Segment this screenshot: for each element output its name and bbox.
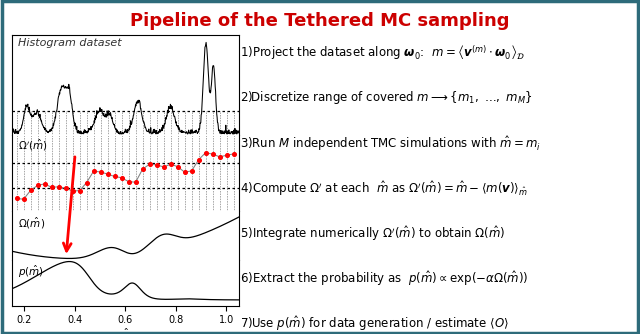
Text: 5)Integrate numerically $\Omega'(\hat{m})$ to obtain $\Omega(\hat{m})$: 5)Integrate numerically $\Omega'(\hat{m}… <box>240 224 506 243</box>
Text: 6)Extract the probability as  $p(\hat{m}) \propto \exp(-\alpha\Omega(\hat{m}))$: 6)Extract the probability as $p(\hat{m})… <box>240 269 529 288</box>
Point <box>152 162 162 168</box>
Point <box>207 152 218 157</box>
Point <box>200 150 211 155</box>
Text: 3)Run $M$ independent TMC simulations with $\hat{m} = m_i$: 3)Run $M$ independent TMC simulations wi… <box>240 134 541 153</box>
Point <box>193 157 204 162</box>
Text: Pipeline of the Tethered MC sampling: Pipeline of the Tethered MC sampling <box>131 12 509 30</box>
Point <box>95 169 106 175</box>
Point <box>159 164 169 170</box>
Point <box>186 168 196 174</box>
Point <box>145 161 155 167</box>
Point <box>228 151 239 157</box>
Point <box>74 188 84 193</box>
Point <box>81 180 92 185</box>
Text: 4)Compute $\Omega'$ at each  $\hat{m}$ as $\Omega'(\hat{m}) = \hat{m} - \langle : 4)Compute $\Omega'$ at each $\hat{m}$ as… <box>240 179 528 198</box>
Point <box>40 181 50 186</box>
Text: $p(\hat{m})$: $p(\hat{m})$ <box>19 263 44 280</box>
Point <box>102 171 113 177</box>
X-axis label: $\hat{m}$: $\hat{m}$ <box>119 327 131 334</box>
Point <box>180 170 190 175</box>
Text: 1)Project the dataset along $\boldsymbol{\omega}_0$:  $m = \left\langle \boldsym: 1)Project the dataset along $\boldsymbol… <box>240 43 525 62</box>
Point <box>109 174 120 179</box>
Point <box>116 175 127 180</box>
Point <box>124 179 134 184</box>
Point <box>138 166 148 172</box>
Point <box>54 184 64 189</box>
Point <box>166 162 176 167</box>
Point <box>60 185 70 191</box>
Point <box>221 153 232 158</box>
Text: 7)Use $p(\hat{m})$ for data generation / estimate $\langle O \rangle$: 7)Use $p(\hat{m})$ for data generation /… <box>240 314 509 333</box>
Point <box>88 169 99 174</box>
Point <box>67 188 77 194</box>
Point <box>214 154 225 160</box>
Point <box>19 197 29 202</box>
Text: $\Omega'(\hat{m})$: $\Omega'(\hat{m})$ <box>19 138 48 153</box>
Point <box>47 185 57 190</box>
Point <box>12 196 22 201</box>
Text: Histogram dataset: Histogram dataset <box>19 38 122 48</box>
Point <box>33 183 43 188</box>
Point <box>173 164 183 169</box>
Text: $\Omega(\hat{m})$: $\Omega(\hat{m})$ <box>19 216 45 231</box>
Text: 2)Discretize range of covered $m \longrightarrow \{m_1,\ \ldots,\ m_M\}$: 2)Discretize range of covered $m \longri… <box>240 89 532 106</box>
Point <box>26 188 36 193</box>
Point <box>131 180 141 185</box>
